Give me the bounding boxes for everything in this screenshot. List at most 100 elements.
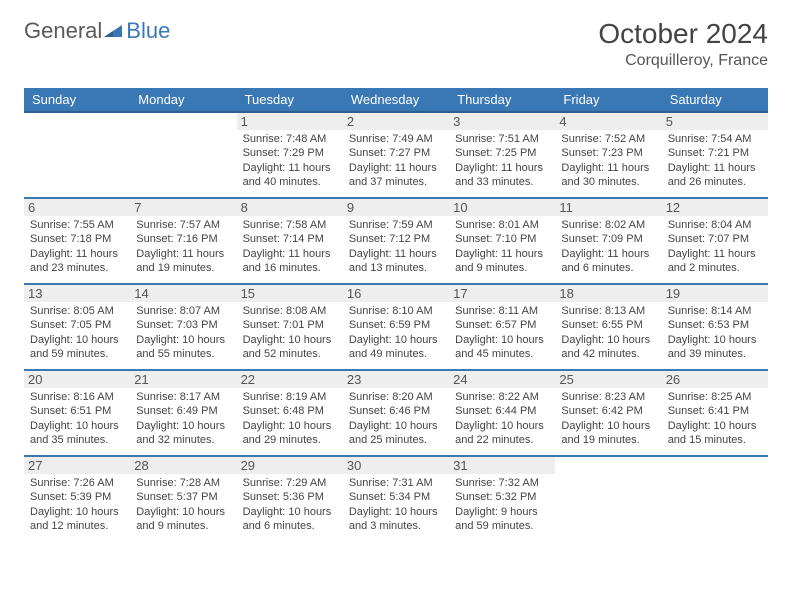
day-number: 24 bbox=[449, 371, 555, 388]
day-number: 20 bbox=[24, 371, 130, 388]
title-block: October 2024 Corquilleroy, France bbox=[598, 18, 768, 70]
day-details: Sunrise: 7:59 AMSunset: 7:12 PMDaylight:… bbox=[349, 218, 443, 275]
day-details: Sunrise: 8:01 AMSunset: 7:10 PMDaylight:… bbox=[455, 218, 549, 275]
logo-text-blue: Blue bbox=[126, 18, 170, 44]
day-number: 2 bbox=[343, 113, 449, 130]
calendar-cell: 10 Sunrise: 8:01 AMSunset: 7:10 PMDayligh… bbox=[449, 198, 555, 284]
day-details: Sunrise: 7:32 AMSunset: 5:32 PMDaylight:… bbox=[455, 476, 549, 533]
day-details: Sunrise: 8:14 AMSunset: 6:53 PMDaylight:… bbox=[668, 304, 762, 361]
weekday-header: Friday bbox=[555, 88, 661, 112]
day-number: 13 bbox=[24, 285, 130, 302]
calendar-cell bbox=[662, 456, 768, 542]
day-number: 17 bbox=[449, 285, 555, 302]
day-number: 9 bbox=[343, 199, 449, 216]
calendar-cell: 29 Sunrise: 7:29 AMSunset: 5:36 PMDayligh… bbox=[237, 456, 343, 542]
day-number: 15 bbox=[237, 285, 343, 302]
calendar-row: 20 Sunrise: 8:16 AMSunset: 6:51 PMDayligh… bbox=[24, 370, 768, 456]
day-details: Sunrise: 8:13 AMSunset: 6:55 PMDaylight:… bbox=[561, 304, 655, 361]
day-details: Sunrise: 7:55 AMSunset: 7:18 PMDaylight:… bbox=[30, 218, 124, 275]
logo-text-general: General bbox=[24, 18, 102, 44]
day-number: 5 bbox=[662, 113, 768, 130]
calendar-cell: 15 Sunrise: 8:08 AMSunset: 7:01 PMDayligh… bbox=[237, 284, 343, 370]
calendar-cell: 14 Sunrise: 8:07 AMSunset: 7:03 PMDayligh… bbox=[130, 284, 236, 370]
day-details: Sunrise: 7:49 AMSunset: 7:27 PMDaylight:… bbox=[349, 132, 443, 189]
calendar-cell: 21 Sunrise: 8:17 AMSunset: 6:49 PMDayligh… bbox=[130, 370, 236, 456]
calendar-cell: 17 Sunrise: 8:11 AMSunset: 6:57 PMDayligh… bbox=[449, 284, 555, 370]
day-details: Sunrise: 8:19 AMSunset: 6:48 PMDaylight:… bbox=[243, 390, 337, 447]
calendar-row: 6Sunrise: 7:55 AMSunset: 7:18 PMDaylight… bbox=[24, 198, 768, 284]
day-details: Sunrise: 8:04 AMSunset: 7:07 PMDaylight:… bbox=[668, 218, 762, 275]
day-details: Sunrise: 7:58 AMSunset: 7:14 PMDaylight:… bbox=[243, 218, 337, 275]
calendar-cell: 6Sunrise: 7:55 AMSunset: 7:18 PMDaylight… bbox=[24, 198, 130, 284]
day-details: Sunrise: 8:11 AMSunset: 6:57 PMDaylight:… bbox=[455, 304, 549, 361]
calendar-cell: 27Sunrise: 7:26 AMSunset: 5:39 PMDayligh… bbox=[24, 456, 130, 542]
day-number: 18 bbox=[555, 285, 661, 302]
day-number: 25 bbox=[555, 371, 661, 388]
calendar-cell bbox=[24, 112, 130, 198]
calendar-cell bbox=[555, 456, 661, 542]
calendar-cell: 12Sunrise: 8:04 AMSunset: 7:07 PMDayligh… bbox=[662, 198, 768, 284]
weekday-header: Thursday bbox=[449, 88, 555, 112]
day-details: Sunrise: 8:25 AMSunset: 6:41 PMDaylight:… bbox=[668, 390, 762, 447]
day-number: 22 bbox=[237, 371, 343, 388]
calendar-table: SundayMondayTuesdayWednesdayThursdayFrid… bbox=[24, 88, 768, 542]
day-details: Sunrise: 8:05 AMSunset: 7:05 PMDaylight:… bbox=[30, 304, 124, 361]
calendar-cell: 1 Sunrise: 7:48 AMSunset: 7:29 PMDaylight… bbox=[237, 112, 343, 198]
day-details: Sunrise: 7:57 AMSunset: 7:16 PMDaylight:… bbox=[136, 218, 230, 275]
day-details: Sunrise: 7:26 AMSunset: 5:39 PMDaylight:… bbox=[30, 476, 124, 533]
calendar-cell: 13 Sunrise: 8:05 AMSunset: 7:05 PMDayligh… bbox=[24, 284, 130, 370]
weekday-header: Wednesday bbox=[343, 88, 449, 112]
location: Corquilleroy, France bbox=[598, 52, 768, 70]
day-number: 3 bbox=[449, 113, 555, 130]
weekday-header: Sunday bbox=[24, 88, 130, 112]
weekday-header: Monday bbox=[130, 88, 236, 112]
day-details: Sunrise: 8:22 AMSunset: 6:44 PMDaylight:… bbox=[455, 390, 549, 447]
day-details: Sunrise: 7:51 AMSunset: 7:25 PMDaylight:… bbox=[455, 132, 549, 189]
calendar-body: 1 Sunrise: 7:48 AMSunset: 7:29 PMDaylight… bbox=[24, 112, 768, 542]
day-number: 8 bbox=[237, 199, 343, 216]
calendar-cell: 11 Sunrise: 8:02 AMSunset: 7:09 PMDayligh… bbox=[555, 198, 661, 284]
day-number: 21 bbox=[130, 371, 236, 388]
calendar-cell: 22 Sunrise: 8:19 AMSunset: 6:48 PMDayligh… bbox=[237, 370, 343, 456]
calendar-cell: 5 Sunrise: 7:54 AMSunset: 7:21 PMDaylight… bbox=[662, 112, 768, 198]
day-details: Sunrise: 8:08 AMSunset: 7:01 PMDaylight:… bbox=[243, 304, 337, 361]
calendar-cell: 8 Sunrise: 7:58 AMSunset: 7:14 PMDaylight… bbox=[237, 198, 343, 284]
calendar-cell: 28Sunrise: 7:28 AMSunset: 5:37 PMDayligh… bbox=[130, 456, 236, 542]
day-details: Sunrise: 7:29 AMSunset: 5:36 PMDaylight:… bbox=[243, 476, 337, 533]
day-details: Sunrise: 7:31 AMSunset: 5:34 PMDaylight:… bbox=[349, 476, 443, 533]
day-details: Sunrise: 8:02 AMSunset: 7:09 PMDaylight:… bbox=[561, 218, 655, 275]
day-number: 30 bbox=[343, 457, 449, 474]
day-number: 16 bbox=[343, 285, 449, 302]
weekday-header: Saturday bbox=[662, 88, 768, 112]
weekday-header: Tuesday bbox=[237, 88, 343, 112]
calendar-cell: 9 Sunrise: 7:59 AMSunset: 7:12 PMDaylight… bbox=[343, 198, 449, 284]
day-number: 10 bbox=[449, 199, 555, 216]
weekday-header-row: SundayMondayTuesdayWednesdayThursdayFrid… bbox=[24, 88, 768, 112]
day-details: Sunrise: 7:48 AMSunset: 7:29 PMDaylight:… bbox=[243, 132, 337, 189]
day-details: Sunrise: 7:28 AMSunset: 5:37 PMDaylight:… bbox=[136, 476, 230, 533]
logo: General Blue bbox=[24, 18, 170, 44]
calendar-cell: 24 Sunrise: 8:22 AMSunset: 6:44 PMDayligh… bbox=[449, 370, 555, 456]
day-number: 31 bbox=[449, 457, 555, 474]
calendar-row: 1 Sunrise: 7:48 AMSunset: 7:29 PMDaylight… bbox=[24, 112, 768, 198]
day-details: Sunrise: 8:16 AMSunset: 6:51 PMDaylight:… bbox=[30, 390, 124, 447]
header: General Blue October 2024 Corquilleroy, … bbox=[24, 18, 768, 70]
calendar-cell: 20 Sunrise: 8:16 AMSunset: 6:51 PMDayligh… bbox=[24, 370, 130, 456]
calendar-cell: 19 Sunrise: 8:14 AMSunset: 6:53 PMDayligh… bbox=[662, 284, 768, 370]
day-number: 14 bbox=[130, 285, 236, 302]
day-number: 11 bbox=[555, 199, 661, 216]
day-number: 1 bbox=[237, 113, 343, 130]
calendar-cell: 31 Sunrise: 7:32 AMSunset: 5:32 PMDayligh… bbox=[449, 456, 555, 542]
day-number: 29 bbox=[237, 457, 343, 474]
month-title: October 2024 bbox=[598, 18, 768, 50]
calendar-cell: 23Sunrise: 8:20 AMSunset: 6:46 PMDayligh… bbox=[343, 370, 449, 456]
day-details: Sunrise: 8:07 AMSunset: 7:03 PMDaylight:… bbox=[136, 304, 230, 361]
calendar-cell: 4Sunrise: 7:52 AMSunset: 7:23 PMDaylight… bbox=[555, 112, 661, 198]
day-number: 19 bbox=[662, 285, 768, 302]
day-details: Sunrise: 8:20 AMSunset: 6:46 PMDaylight:… bbox=[349, 390, 443, 447]
day-details: Sunrise: 7:54 AMSunset: 7:21 PMDaylight:… bbox=[668, 132, 762, 189]
calendar-cell: 2 Sunrise: 7:49 AMSunset: 7:27 PMDaylight… bbox=[343, 112, 449, 198]
day-details: Sunrise: 8:17 AMSunset: 6:49 PMDaylight:… bbox=[136, 390, 230, 447]
calendar-cell: 3 Sunrise: 7:51 AMSunset: 7:25 PMDaylight… bbox=[449, 112, 555, 198]
logo-triangle-icon bbox=[104, 23, 124, 39]
